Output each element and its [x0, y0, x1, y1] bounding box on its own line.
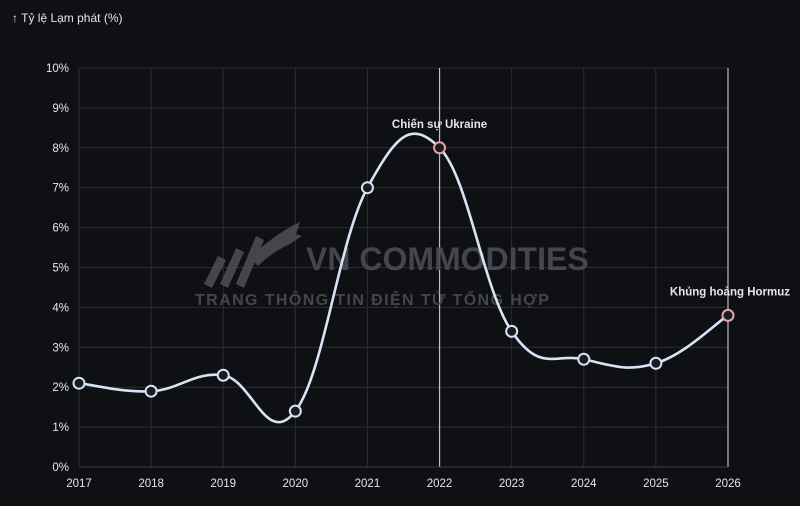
highlighted-data-point	[721, 308, 735, 322]
watermark-tagline: TRANG THÔNG TIN ĐIỆN TỬ TỔNG HỢP	[195, 290, 550, 309]
y-tick-label: 3%	[52, 342, 69, 354]
grid	[78, 67, 729, 468]
annotation-label: Khủng hoảng Hormuz	[670, 286, 790, 298]
x-tick-label: 2024	[571, 478, 597, 490]
data-point	[505, 324, 519, 338]
y-tick-label: 9%	[52, 103, 69, 115]
x-tick-label: 2021	[355, 478, 381, 490]
event-marker-lines	[438, 68, 729, 467]
data-point	[649, 356, 663, 370]
series-line	[77, 132, 730, 424]
highlighted-data-point	[433, 141, 447, 155]
x-tick-label: 2022	[427, 478, 453, 490]
data-point	[288, 404, 302, 418]
x-tick-label: 2017	[66, 478, 92, 490]
watermark: VN COMMODITIES TRANG THÔNG TIN ĐIỆN TỬ T…	[195, 222, 589, 309]
annotations: Chiến sự Ukraine Khủng hoảng Hormuz	[392, 119, 790, 299]
y-tick-label: 8%	[52, 143, 69, 155]
data-point	[144, 384, 158, 398]
x-tick-label: 2023	[499, 478, 525, 490]
y-tick-label: 1%	[52, 422, 69, 434]
x-tick-label: 2026	[715, 478, 741, 490]
x-tick-label: 2018	[138, 478, 164, 490]
annotation-label: Chiến sự Ukraine	[392, 119, 487, 131]
rising-arrow-logo-icon	[204, 222, 302, 288]
x-tick-label: 2025	[643, 478, 669, 490]
watermark-brand: VN COMMODITIES	[306, 241, 589, 277]
y-tick-label: 0%	[52, 462, 69, 474]
data-point	[360, 181, 374, 195]
data-point	[216, 368, 230, 382]
y-tick-label: 10%	[46, 63, 69, 75]
data-points	[72, 141, 735, 418]
y-tick-label: 6%	[52, 223, 69, 235]
data-point	[72, 376, 86, 390]
axes: 0% 1% 2% 3% 4% 5% 6% 7% 8% 9% 10% 2017 2018 2019 2020 2…	[46, 63, 741, 490]
y-axis-title: ↑ Tỷ lệ Lạm phát (%)	[12, 11, 122, 25]
x-tick-label: 2020	[283, 478, 309, 490]
x-tick-label: 2019	[210, 478, 236, 490]
data-point	[577, 352, 591, 366]
y-tick-label: 2%	[52, 382, 69, 394]
y-tick-label: 4%	[52, 302, 69, 314]
y-tick-label: 5%	[52, 263, 69, 275]
y-tick-label: 7%	[52, 183, 69, 195]
